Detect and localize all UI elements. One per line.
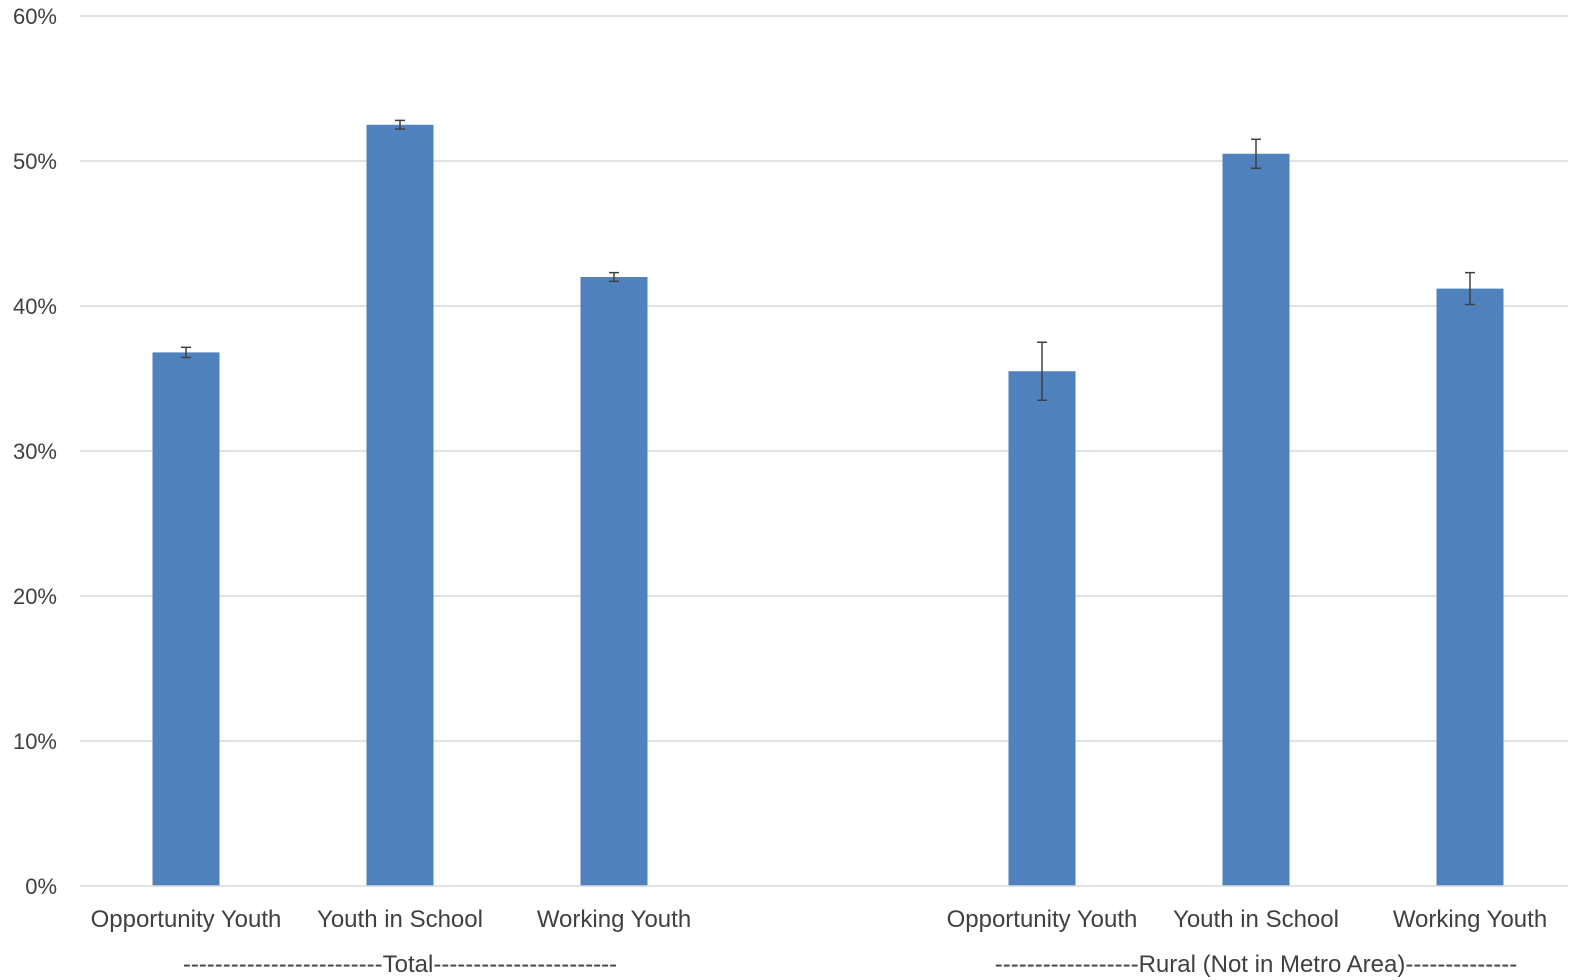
bar bbox=[152, 352, 220, 886]
error-bar bbox=[609, 271, 619, 283]
category-label: Working Youth bbox=[1393, 906, 1547, 933]
y-tick-label: 20% bbox=[13, 584, 57, 609]
gridlines bbox=[80, 15, 1568, 742]
error-bar bbox=[1251, 138, 1261, 169]
y-axis-tick-labels: 0% 10% 20% 30% 40% 50% 60% bbox=[13, 4, 57, 899]
group-labels: -------------------------Total----------… bbox=[183, 951, 1517, 978]
bar bbox=[1222, 153, 1290, 886]
group-label: -------------------------Total----------… bbox=[183, 951, 617, 978]
bars bbox=[152, 124, 1504, 887]
y-tick-label: 0% bbox=[25, 874, 57, 899]
error-bar bbox=[395, 119, 405, 130]
bar bbox=[580, 277, 648, 886]
group-label: ------------------Rural (Not in Metro Ar… bbox=[995, 951, 1518, 978]
bar bbox=[1008, 371, 1076, 886]
error-bar bbox=[1465, 271, 1475, 306]
category-label: Working Youth bbox=[537, 906, 691, 933]
category-label: Youth in School bbox=[317, 906, 483, 933]
bar bbox=[1436, 288, 1504, 887]
y-tick-label: 10% bbox=[13, 729, 57, 754]
y-tick-label: 60% bbox=[13, 4, 57, 29]
y-tick-label: 50% bbox=[13, 149, 57, 174]
category-labels: Opportunity Youth Youth in School Working … bbox=[91, 906, 1548, 933]
bar bbox=[366, 124, 434, 886]
category-label: Opportunity Youth bbox=[91, 906, 282, 933]
error-bar bbox=[181, 346, 191, 359]
y-tick-label: 30% bbox=[13, 439, 57, 464]
category-label: Youth in School bbox=[1173, 906, 1339, 933]
category-label: Opportunity Youth bbox=[947, 906, 1138, 933]
error-bar bbox=[1037, 341, 1047, 401]
y-tick-label: 40% bbox=[13, 294, 57, 319]
error-bars bbox=[181, 119, 1475, 401]
